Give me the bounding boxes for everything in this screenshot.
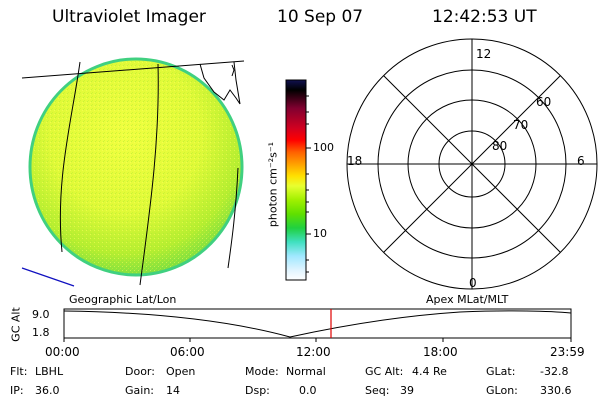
coastline: [199, 61, 241, 105]
colorbar-label-10: 10: [313, 227, 327, 240]
lat-label-60: 60: [536, 95, 552, 109]
gc-alt-label: GC Alt:: [365, 365, 404, 378]
geo-grid-line: [227, 167, 239, 269]
geo-grid-line: [21, 60, 245, 79]
instrument-title: Ultraviolet Imager: [52, 7, 206, 27]
lat-label-70: 70: [513, 118, 529, 132]
coastline: [21, 267, 75, 287]
filter-label: Flt:: [10, 365, 28, 378]
observation-date: 10 Sep 07: [277, 7, 364, 27]
mode-value: Normal: [286, 365, 326, 378]
seq-label: Seq:: [365, 384, 390, 397]
glat-label: GLat:: [486, 365, 516, 378]
observation-time: 12:42:53 UT: [432, 7, 537, 27]
time-label-0600: 06:00: [170, 345, 205, 359]
time-label-1800: 18:00: [423, 345, 458, 359]
earth-disk-texture: [32, 61, 240, 273]
mode-label: Mode:: [245, 365, 279, 378]
orbit-plot-frame: [63, 308, 572, 339]
mlt-label-18: 18: [347, 154, 363, 168]
polar-axis-diagonal: [383, 75, 561, 253]
door-label: Door:: [125, 365, 155, 378]
gc-alt-value: 4.4 Re: [412, 365, 447, 378]
gain-value: 14: [166, 384, 180, 397]
dsp-value: 0.0: [299, 384, 317, 397]
time-label-1200: 12:00: [296, 345, 331, 359]
gain-label: Gain:: [125, 384, 154, 397]
apex-panel-title: Apex MLat/MLT: [426, 293, 509, 306]
coastline: [231, 64, 235, 77]
mlt-label-12: 12: [476, 47, 492, 61]
door-value: Open: [166, 365, 196, 378]
ip-value: 36.0: [35, 384, 60, 397]
seq-value: 39: [400, 384, 414, 397]
glon-value: 330.6: [540, 384, 572, 397]
colorbar-label-100: 100: [313, 141, 334, 154]
lat-label-80: 80: [492, 139, 508, 153]
alt-tick-low: 1.8: [32, 326, 50, 339]
glat-value: -32.8: [540, 365, 569, 378]
mlt-label-0: 0: [469, 276, 477, 290]
time-label-0000: 00:00: [45, 345, 80, 359]
ip-label: IP:: [10, 384, 24, 397]
geo-grid-line: [59, 61, 81, 253]
alt-tick-high: 9.0: [32, 308, 50, 321]
geo-panel-title: Geographic Lat/Lon: [69, 293, 177, 306]
dsp-label: Dsp:: [245, 384, 270, 397]
mlt-label-6: 6: [577, 154, 585, 168]
glon-label: GLon:: [486, 384, 518, 397]
colorbar-gradient: [285, 79, 307, 281]
orbit-altitude-curve: [63, 310, 572, 338]
time-label-2359: 23:59: [550, 345, 585, 359]
geo-grid-line: [139, 63, 159, 286]
filter-value: LBHL: [35, 365, 64, 378]
